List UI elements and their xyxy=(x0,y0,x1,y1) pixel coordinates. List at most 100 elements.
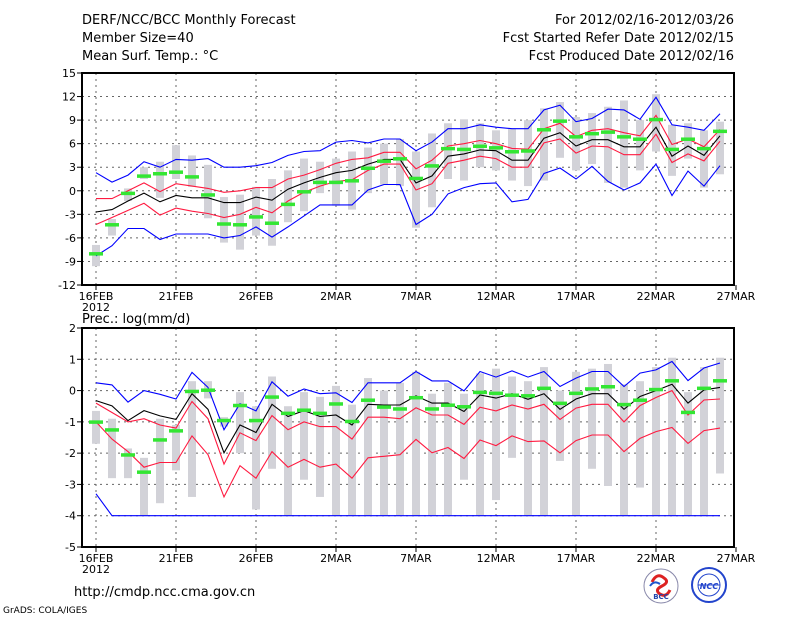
series-line-ensemble-min xyxy=(95,493,720,517)
observed-marker xyxy=(697,146,711,151)
observed-marker xyxy=(121,453,135,457)
ensemble-range-box xyxy=(540,108,548,181)
y-tick-label: -5 xyxy=(65,541,76,554)
y-tick-label: 0 xyxy=(69,185,76,198)
ensemble-range-box xyxy=(108,219,116,236)
y-tick-label: -3 xyxy=(65,208,76,221)
ensemble-range-box xyxy=(684,392,692,516)
x-tick-label: 7MAR xyxy=(400,552,432,565)
y-tick-label: -6 xyxy=(65,232,76,245)
x-tick-label: 12MAR xyxy=(477,290,516,303)
x-tick-label: 26FEB xyxy=(239,290,274,303)
ensemble-range-box xyxy=(156,418,164,504)
ensemble-range-box xyxy=(108,418,116,479)
series-line-spread-upper xyxy=(96,114,721,200)
observed-marker xyxy=(313,180,327,185)
ensemble-range-box xyxy=(588,113,596,165)
ensemble-range-box xyxy=(396,382,404,516)
precip-panel-title: Prec.: log(mm/d) xyxy=(82,312,190,327)
observed-marker xyxy=(473,390,487,395)
observed-marker xyxy=(137,174,151,178)
bcc-logo: BCC xyxy=(643,568,679,604)
observed-marker xyxy=(585,131,599,136)
ensemble-range-box xyxy=(188,155,196,187)
observed-marker xyxy=(185,389,199,394)
observed-marker xyxy=(633,398,647,402)
ncc-logo-text: NCC xyxy=(700,582,719,591)
observed-marker xyxy=(297,408,311,412)
observed-marker xyxy=(441,146,455,151)
observed-marker xyxy=(441,403,455,407)
ensemble-range-box xyxy=(700,130,708,188)
observed-marker xyxy=(505,393,519,397)
variable-label: Mean Surf. Temp.: °C xyxy=(82,49,218,64)
observed-marker xyxy=(137,470,151,474)
observed-marker xyxy=(201,193,215,197)
ensemble-range-box xyxy=(572,371,580,516)
y-tick-label: 15 xyxy=(62,67,76,80)
ensemble-range-box xyxy=(588,368,596,469)
observed-marker xyxy=(233,223,247,227)
observed-marker xyxy=(649,387,663,392)
x-tick-label: 16FEB xyxy=(79,290,114,303)
observed-marker xyxy=(281,411,295,416)
y-tick-label: -12 xyxy=(58,279,76,292)
observed-marker xyxy=(249,418,263,423)
observed-marker xyxy=(601,385,615,389)
observed-marker xyxy=(601,130,615,134)
ensemble-range-box xyxy=(220,197,228,243)
ensemble-range-box xyxy=(668,357,676,516)
ensemble-range-box xyxy=(236,194,244,250)
series-line-ensemble-min xyxy=(95,163,721,257)
observed-marker xyxy=(281,202,295,207)
x-tick-label: 22MAR xyxy=(637,290,676,303)
series-line-ensemble-mean xyxy=(95,383,721,455)
x-tick-label: 17MAR xyxy=(557,552,596,565)
observed-marker xyxy=(233,403,247,408)
y-tick-label: -3 xyxy=(65,478,76,491)
ensemble-range-box xyxy=(476,373,484,516)
forecast-produced-date: Fcst Produced Date 2012/02/16 xyxy=(529,49,734,64)
ensemble-range-box xyxy=(316,396,324,497)
plot-frame xyxy=(81,72,735,286)
observed-marker xyxy=(313,411,327,416)
x-tick-label: 17MAR xyxy=(557,290,596,303)
observed-marker xyxy=(89,420,103,424)
ensemble-range-box xyxy=(412,371,420,516)
observed-marker xyxy=(521,149,535,153)
x-tick-label: 16FEB xyxy=(79,552,114,565)
observed-marker xyxy=(681,410,695,415)
observed-marker xyxy=(409,176,423,181)
ensemble-range-box xyxy=(92,410,100,444)
observed-marker xyxy=(665,147,679,152)
observed-marker xyxy=(377,159,391,163)
observed-marker xyxy=(457,147,471,152)
x-tick-label: 27MAR xyxy=(717,552,756,565)
observed-marker xyxy=(265,395,279,399)
ensemble-range-box xyxy=(300,392,308,480)
y-tick-label: 3 xyxy=(69,161,76,174)
forecast-start-date: Fcst Started Refer Date 2012/02/15 xyxy=(503,31,734,46)
ensemble-range-box xyxy=(556,390,564,461)
ensemble-range-box xyxy=(556,102,564,158)
ensemble-range-box xyxy=(524,120,532,187)
series-line-spread-upper xyxy=(95,389,721,466)
ensemble-range-box xyxy=(652,367,660,516)
ensemble-range-box xyxy=(444,123,452,179)
chart-title: DERF/NCC/BCC Monthly Forecast xyxy=(82,13,296,28)
observed-marker xyxy=(665,379,679,383)
observed-marker xyxy=(329,402,343,406)
observed-marker xyxy=(345,179,359,183)
x-tick-label: 21FEB xyxy=(159,552,194,565)
ensemble-range-box xyxy=(380,390,388,516)
y-tick-label: 9 xyxy=(69,114,76,127)
observed-marker xyxy=(649,117,663,122)
ensemble-range-box xyxy=(620,100,628,188)
ensemble-range-box xyxy=(172,145,180,179)
website-url[interactable]: http://cmdp.ncc.cma.gov.cn xyxy=(74,585,255,600)
plot-frame xyxy=(81,327,735,548)
ensemble-range-box xyxy=(140,167,148,179)
observed-marker xyxy=(105,223,119,227)
